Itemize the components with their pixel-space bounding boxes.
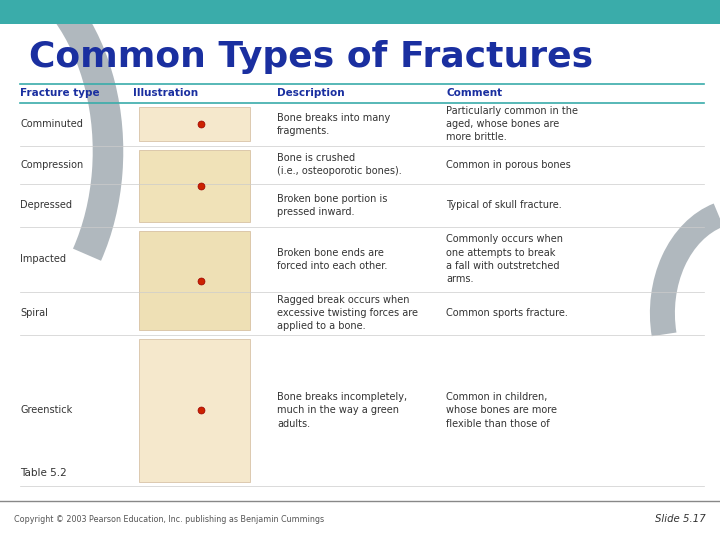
Text: Compression: Compression xyxy=(20,160,84,170)
Text: Commonly occurs when
one attempts to break
a fall with outstretched
arms.: Commonly occurs when one attempts to bre… xyxy=(446,234,563,284)
Text: Bone breaks into many
fragments.: Bone breaks into many fragments. xyxy=(277,113,390,136)
Text: Depressed: Depressed xyxy=(20,200,72,210)
Text: Impacted: Impacted xyxy=(20,254,66,264)
FancyBboxPatch shape xyxy=(139,107,250,141)
FancyBboxPatch shape xyxy=(0,0,720,24)
Text: Bone is crushed
(i.e., osteoporotic bones).: Bone is crushed (i.e., osteoporotic bone… xyxy=(277,153,402,176)
Text: Ragged break occurs when
excessive twisting forces are
applied to a bone.: Ragged break occurs when excessive twist… xyxy=(277,295,418,332)
Text: Illustration: Illustration xyxy=(133,88,198,98)
Text: Broken bone portion is
pressed inward.: Broken bone portion is pressed inward. xyxy=(277,194,387,217)
Text: Description: Description xyxy=(277,88,345,98)
FancyBboxPatch shape xyxy=(139,339,250,482)
Text: Table 5.2: Table 5.2 xyxy=(20,468,67,477)
Text: Common Types of Fractures: Common Types of Fractures xyxy=(29,40,593,73)
Text: Fracture type: Fracture type xyxy=(20,88,100,98)
Text: Bone breaks incompletely,
much in the way a green
adults.: Bone breaks incompletely, much in the wa… xyxy=(277,392,408,429)
Text: Particularly common in the
aged, whose bones are
more brittle.: Particularly common in the aged, whose b… xyxy=(446,106,578,143)
Text: Greenstick: Greenstick xyxy=(20,406,73,415)
Text: Comment: Comment xyxy=(446,88,503,98)
FancyBboxPatch shape xyxy=(139,150,250,222)
Text: Broken bone ends are
forced into each other.: Broken bone ends are forced into each ot… xyxy=(277,248,387,271)
Text: Copyright © 2003 Pearson Education, Inc. publishing as Benjamin Cummings: Copyright © 2003 Pearson Education, Inc.… xyxy=(14,515,325,524)
Text: Common sports fracture.: Common sports fracture. xyxy=(446,308,568,318)
Text: Common in children,
whose bones are more
flexible than those of: Common in children, whose bones are more… xyxy=(446,392,557,429)
Text: Slide 5.17: Slide 5.17 xyxy=(655,515,706,524)
Text: Spiral: Spiral xyxy=(20,308,48,318)
Text: Typical of skull fracture.: Typical of skull fracture. xyxy=(446,200,562,210)
Text: Comminuted: Comminuted xyxy=(20,119,83,129)
Text: Common in porous bones: Common in porous bones xyxy=(446,160,571,170)
FancyBboxPatch shape xyxy=(139,231,250,330)
